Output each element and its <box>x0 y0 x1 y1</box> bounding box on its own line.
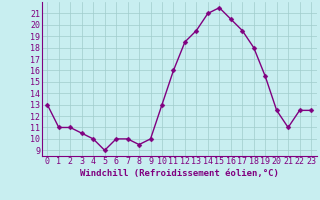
X-axis label: Windchill (Refroidissement éolien,°C): Windchill (Refroidissement éolien,°C) <box>80 169 279 178</box>
